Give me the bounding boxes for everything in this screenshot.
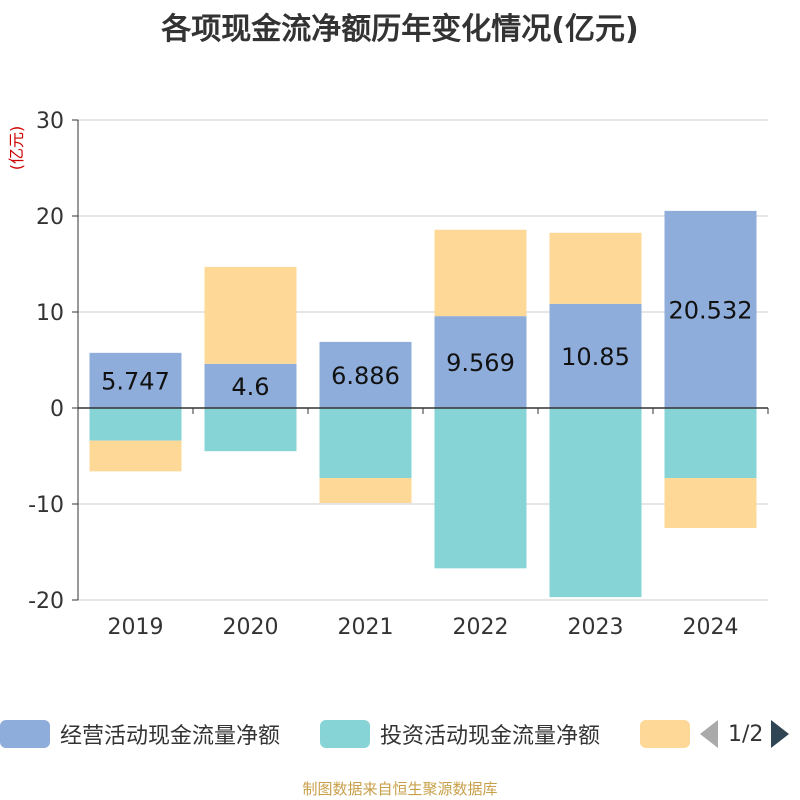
legend-swatch-investing [320, 720, 370, 748]
data-label-2019: 5.747 [101, 367, 170, 395]
source-footer: 制图数据来自恒生聚源数据库 [302, 780, 498, 798]
grid-layer [78, 119, 768, 601]
x-tick-label: 2022 [453, 615, 509, 640]
x-tick-label: 2024 [683, 615, 739, 640]
y-tick-label: 20 [36, 205, 64, 230]
x-tick-label: 2020 [223, 615, 279, 640]
bar-financing-2021 [319, 478, 412, 504]
y-tick-label: 0 [50, 397, 64, 422]
label-layer: 5.747 4.6 6.886 9.569 10.85 20.532 [101, 296, 752, 400]
pager-prev-icon[interactable] [700, 720, 718, 748]
bar-layer [89, 210, 757, 598]
bar-investing-2023 [549, 408, 642, 598]
legend-item-investing[interactable]: 投资活动现金流量净额 [320, 716, 600, 752]
bar-operating-2019 [89, 352, 182, 408]
y-tick-label: -10 [28, 493, 64, 518]
x-tick-label: 2019 [108, 615, 164, 640]
legend-swatch-operating [0, 720, 50, 748]
bar-financing-2019 [89, 440, 182, 472]
y-axis-unit-label: (亿元) [7, 126, 26, 171]
bar-investing-2021 [319, 408, 412, 479]
bar-operating-2023 [549, 303, 642, 408]
data-label-2021: 6.886 [331, 362, 400, 390]
pager-next-icon[interactable] [771, 720, 790, 748]
bar-financing-2020 [204, 266, 297, 364]
pager-text: 1/2 [728, 721, 764, 747]
bar-investing-2019 [89, 408, 182, 441]
bar-investing-2024 [664, 408, 757, 479]
axis-layer: -20 -10 0 10 20 30 (亿元) 2019 2020 2021 2022 2023 202… [7, 109, 769, 640]
x-tick-label: 2021 [338, 615, 394, 640]
bar-investing-2020 [204, 408, 297, 452]
legend-pager: 1/2 [700, 716, 800, 752]
legend-label-operating: 经营活动现金流量净额 [60, 724, 281, 749]
y-tick-label: 30 [36, 109, 64, 134]
data-label-2024: 20.532 [669, 296, 753, 324]
bar-operating-2022 [434, 316, 527, 408]
legend-label-investing: 投资活动现金流量净额 [380, 724, 601, 749]
bar-financing-2022 [434, 229, 527, 317]
x-tick-label: 2023 [568, 615, 624, 640]
data-label-2020: 4.6 [231, 373, 269, 401]
y-tick-label: -20 [28, 589, 64, 614]
bar-operating-2024 [664, 210, 757, 408]
legend-item-operating[interactable]: 经营活动现金流量净额 [0, 716, 280, 752]
y-tick-label: 10 [36, 301, 64, 326]
data-label-2022: 9.569 [446, 349, 515, 377]
chart-title: 各项现金流净额历年变化情况(亿元) [161, 12, 639, 47]
legend: 经营活动现金流量净额 投资活动现金流量净额 [0, 716, 800, 756]
data-label-2023: 10.85 [561, 343, 630, 371]
bar-financing-2023 [549, 232, 642, 304]
legend-item-financing[interactable] [640, 716, 690, 752]
bar-financing-2024 [664, 478, 757, 528]
bar-operating-2021 [319, 341, 412, 408]
bar-operating-2020 [204, 363, 297, 408]
bar-investing-2022 [434, 408, 527, 569]
stacked-bar-chart: -20 -10 0 10 20 30 (亿元) 2019 2020 2021 2022 2023 202… [7, 109, 769, 640]
legend-swatch-financing [640, 720, 690, 748]
